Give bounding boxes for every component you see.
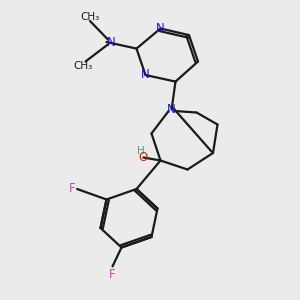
Text: N: N (106, 35, 116, 49)
Text: N: N (167, 103, 176, 116)
Text: CH₃: CH₃ (73, 61, 92, 71)
Text: F: F (69, 182, 75, 196)
Text: H: H (136, 146, 144, 156)
Text: N: N (156, 22, 165, 35)
Text: F: F (109, 268, 116, 281)
Text: N: N (141, 68, 150, 82)
Text: O: O (139, 151, 148, 164)
Text: CH₃: CH₃ (80, 12, 100, 22)
